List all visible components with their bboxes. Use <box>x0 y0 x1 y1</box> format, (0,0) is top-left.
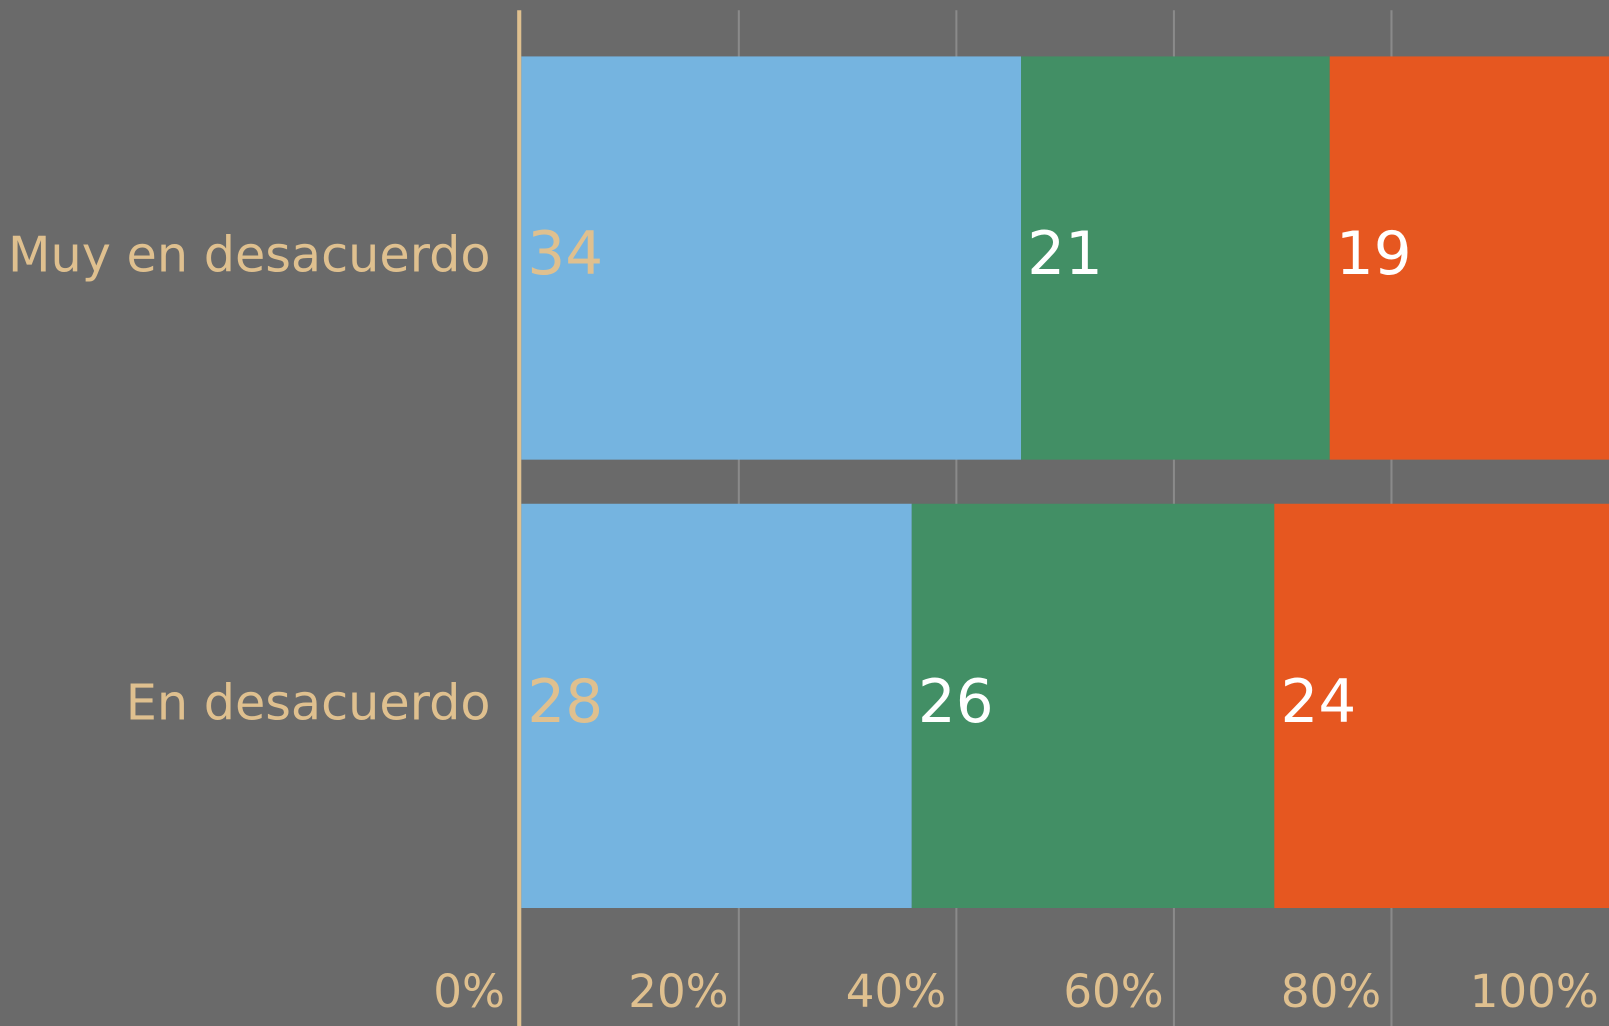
x-tick-label: 0% <box>433 965 505 1018</box>
x-tick-label: 20% <box>628 965 728 1018</box>
value-label: 19 <box>1336 220 1412 289</box>
bar-segment <box>521 503 912 909</box>
value-label: 26 <box>918 668 994 737</box>
x-tick-label: 80% <box>1281 965 1381 1018</box>
value-label: 34 <box>527 220 603 289</box>
bar-segment <box>911 503 1275 909</box>
bar-segment <box>1274 503 1609 909</box>
bar-segment <box>1021 56 1330 460</box>
value-label: 28 <box>527 668 603 737</box>
x-tick-label: 100% <box>1470 965 1599 1018</box>
category-label: Muy en desacuerdo <box>8 226 490 284</box>
value-label: 24 <box>1280 668 1356 737</box>
bar-segment <box>521 56 1022 460</box>
value-label: 21 <box>1027 220 1103 289</box>
bar-segment <box>1329 56 1609 460</box>
x-tick-label: 60% <box>1063 965 1163 1018</box>
x-tick-label: 40% <box>846 965 946 1018</box>
category-label: En desacuerdo <box>126 673 491 731</box>
